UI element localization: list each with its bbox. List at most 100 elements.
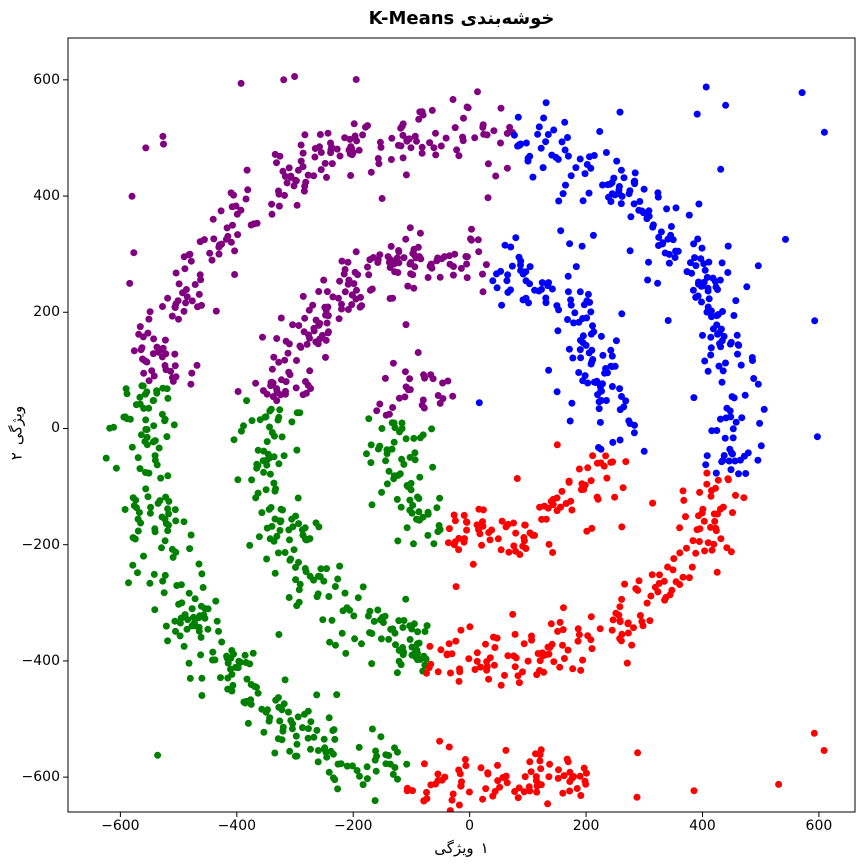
- data-point-blue: [617, 166, 625, 174]
- data-point-green: [278, 706, 286, 714]
- data-point-purple: [407, 144, 415, 152]
- data-point-red: [564, 646, 572, 654]
- data-point-blue: [698, 298, 705, 306]
- data-point-purple: [297, 157, 305, 165]
- data-point-red: [450, 541, 458, 549]
- data-point-blue: [738, 414, 746, 422]
- data-point-green: [183, 625, 191, 633]
- data-point-blue: [553, 302, 561, 310]
- data-point-blue: [545, 366, 553, 374]
- data-point-purple: [183, 293, 191, 301]
- data-point-purple: [270, 353, 278, 361]
- data-point-red: [546, 760, 554, 768]
- data-point-green: [191, 622, 199, 630]
- data-point-blue: [587, 330, 595, 338]
- data-point-purple: [479, 123, 487, 131]
- data-point-purple: [334, 294, 342, 302]
- data-point-purple: [322, 336, 330, 344]
- data-point-green: [420, 652, 428, 660]
- data-point-red: [692, 549, 700, 557]
- data-point-green: [395, 646, 403, 654]
- data-point-purple: [172, 269, 180, 277]
- data-point-red: [545, 540, 553, 548]
- data-point-green: [338, 629, 346, 637]
- data-point-purple: [413, 137, 420, 145]
- data-point-blue: [630, 178, 638, 186]
- data-point-blue: [538, 279, 546, 287]
- data-point-green: [429, 463, 437, 471]
- data-point-purple: [292, 384, 300, 392]
- data-point-blue: [579, 377, 587, 385]
- data-point-green: [278, 433, 286, 441]
- data-point-blue: [583, 161, 591, 168]
- data-point-purple: [426, 262, 434, 270]
- data-point-blue: [555, 197, 563, 205]
- data-point-green: [423, 622, 431, 630]
- data-point-purple: [268, 200, 276, 208]
- data-point-green: [254, 446, 262, 454]
- data-point-red: [423, 669, 430, 677]
- data-point-blue: [665, 259, 673, 267]
- data-point-green: [406, 636, 414, 643]
- data-point-purple: [449, 96, 457, 103]
- data-point-purple: [418, 149, 426, 157]
- data-point-red: [450, 511, 458, 519]
- data-point-purple: [460, 114, 467, 122]
- data-point-red: [577, 792, 585, 799]
- data-point-green: [433, 504, 441, 512]
- data-point-red: [600, 462, 608, 470]
- data-point-green: [336, 562, 344, 570]
- data-point-purple: [280, 76, 288, 84]
- data-point-purple: [449, 392, 457, 400]
- data-point-red: [695, 538, 703, 545]
- data-point-blue: [731, 457, 739, 465]
- data-point-green: [296, 580, 304, 588]
- data-point-green: [393, 495, 401, 503]
- data-point-red: [458, 778, 465, 786]
- data-point-red: [549, 495, 557, 503]
- data-point-blue: [554, 155, 562, 163]
- data-point-blue: [782, 235, 789, 243]
- data-point-blue: [612, 337, 620, 345]
- data-point-blue: [713, 312, 721, 320]
- data-point-purple: [414, 349, 422, 356]
- data-point-blue: [645, 207, 653, 215]
- data-point-purple: [259, 333, 266, 341]
- data-point-blue: [576, 346, 584, 354]
- data-point-blue: [692, 262, 700, 270]
- data-point-green: [159, 577, 167, 585]
- data-point-green: [191, 595, 199, 603]
- x-tick-label: 0: [465, 818, 475, 834]
- data-point-blue: [734, 350, 741, 358]
- data-point-green: [224, 685, 232, 693]
- data-point-blue: [698, 244, 706, 252]
- data-point-purple: [229, 221, 236, 229]
- data-point-green: [325, 714, 333, 722]
- data-point-green: [270, 537, 278, 545]
- data-point-blue: [626, 187, 634, 195]
- data-point-red: [504, 520, 512, 528]
- x-axis-label-number: ۱: [480, 839, 489, 857]
- data-point-blue: [707, 344, 715, 352]
- data-point-purple: [373, 407, 381, 415]
- data-point-green: [171, 617, 179, 625]
- data-point-green: [180, 518, 188, 526]
- data-point-green: [161, 515, 169, 523]
- data-point-purple: [323, 173, 330, 181]
- data-point-blue: [669, 236, 677, 244]
- data-point-green: [332, 641, 339, 649]
- data-point-red: [452, 637, 460, 645]
- data-point-green: [323, 565, 330, 573]
- data-point-blue: [584, 290, 592, 298]
- data-point-purple: [291, 73, 299, 80]
- data-point-green: [246, 541, 254, 549]
- data-point-green: [125, 579, 132, 587]
- data-point-red: [491, 644, 499, 651]
- data-point-blue: [732, 418, 740, 426]
- data-point-blue: [729, 425, 737, 433]
- data-point-purple: [474, 88, 481, 96]
- data-point-red: [449, 790, 457, 798]
- data-point-green: [266, 470, 274, 478]
- data-point-green: [164, 472, 172, 480]
- data-point-green: [325, 593, 333, 600]
